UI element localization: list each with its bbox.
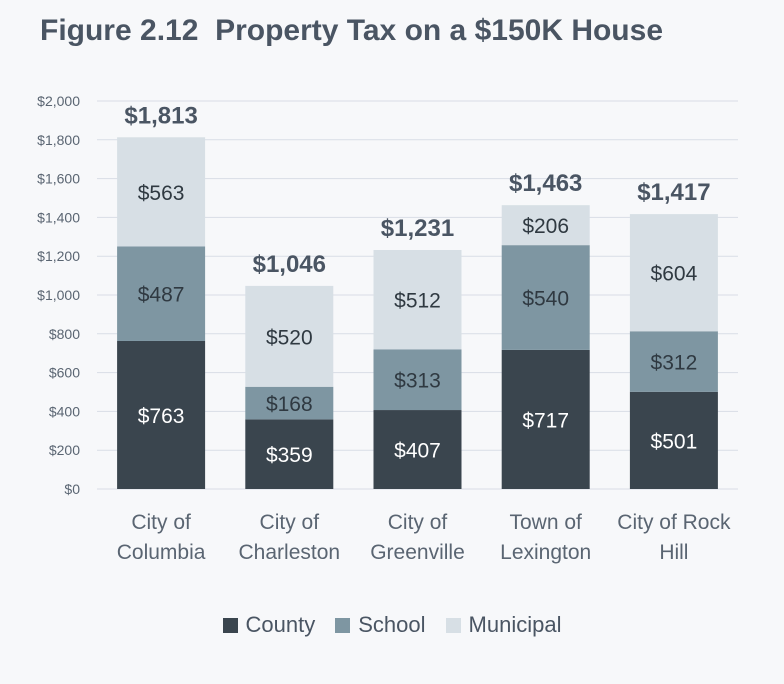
data-label: $563 [138,182,185,205]
total-label: $1,046 [253,251,326,278]
y-tick-label: $1,800 [37,132,80,148]
y-tick-label: $600 [49,365,80,381]
legend-swatch-county [222,617,238,633]
data-label: $313 [394,370,441,393]
x-category-label: Charleston [239,541,341,564]
total-label: $1,231 [381,215,454,242]
bar-segment-school [373,349,462,411]
data-label: $512 [394,290,441,313]
y-tick-label: $1,600 [37,171,80,187]
y-tick-label: $200 [49,442,80,458]
legend-label-municipal: Municipal [468,612,562,637]
bar-segment-municipal [629,214,718,332]
y-tick-label: $2,000 [37,93,80,109]
x-category-label: Lexington [500,541,591,564]
y-tick-label: $0 [64,481,80,497]
bar-segment-municipal [501,205,590,246]
x-category-label: Hill [659,541,688,564]
bar-segment-county [501,349,590,489]
data-label: $717 [522,409,569,432]
legend-item-school: School [335,612,426,638]
y-tick-label: $1,000 [37,287,80,303]
bar-segment-school [117,246,206,341]
bar-segment-county [117,340,206,489]
y-tick-label: $1,400 [37,209,80,225]
y-tick-label: $800 [49,326,80,342]
data-label: $604 [651,263,698,286]
bar-segment-school [629,331,718,392]
x-category-label: City of [260,511,320,534]
chart-title: Figure 2.12 Property Tax on a $150K Hous… [40,14,663,47]
total-label: $1,463 [509,170,582,197]
x-category-label: City of [388,511,448,534]
data-label: $168 [266,393,313,416]
legend: County School Municipal [0,612,784,638]
data-label: $501 [651,430,698,453]
bar-segment-school [245,386,334,420]
data-label: $763 [138,405,185,428]
chart-canvas: $0 $200 $400 $600 $800 $1,000 $1,200 $1,400 $1,6… [37,93,738,564]
x-category-label: Town of [510,511,583,534]
x-category-label: Greenville [370,541,465,564]
bar-segment-municipal [245,285,334,387]
legend-swatch-municipal [445,617,461,633]
legend-item-municipal: Municipal [445,612,562,638]
bar-segment-county [373,410,462,489]
x-category-label: Columbia [117,541,206,564]
y-tick-label: $400 [49,403,80,419]
x-category-label: City of Rock [617,511,731,534]
legend-label-county: County [245,612,316,637]
bar-segment-county [629,391,718,489]
total-label: $1,417 [637,179,710,206]
legend-item-county: County [222,612,316,638]
bar-segment-county [245,419,334,489]
legend-swatch-school [335,617,351,633]
legend-label-school: School [358,612,426,637]
x-category-label: City of [131,511,191,534]
data-label: $487 [138,284,185,307]
data-label: $407 [394,440,441,463]
bar-segment-municipal [373,249,462,350]
data-label: $359 [266,444,313,467]
bar-segment-municipal [117,137,206,247]
total-label: $1,813 [124,102,197,129]
data-label: $520 [266,326,313,349]
data-label: $312 [651,352,698,375]
data-label: $540 [522,288,569,311]
data-label: $206 [522,215,569,238]
bar-segment-school [501,245,590,350]
y-tick-label: $1,200 [37,248,80,264]
